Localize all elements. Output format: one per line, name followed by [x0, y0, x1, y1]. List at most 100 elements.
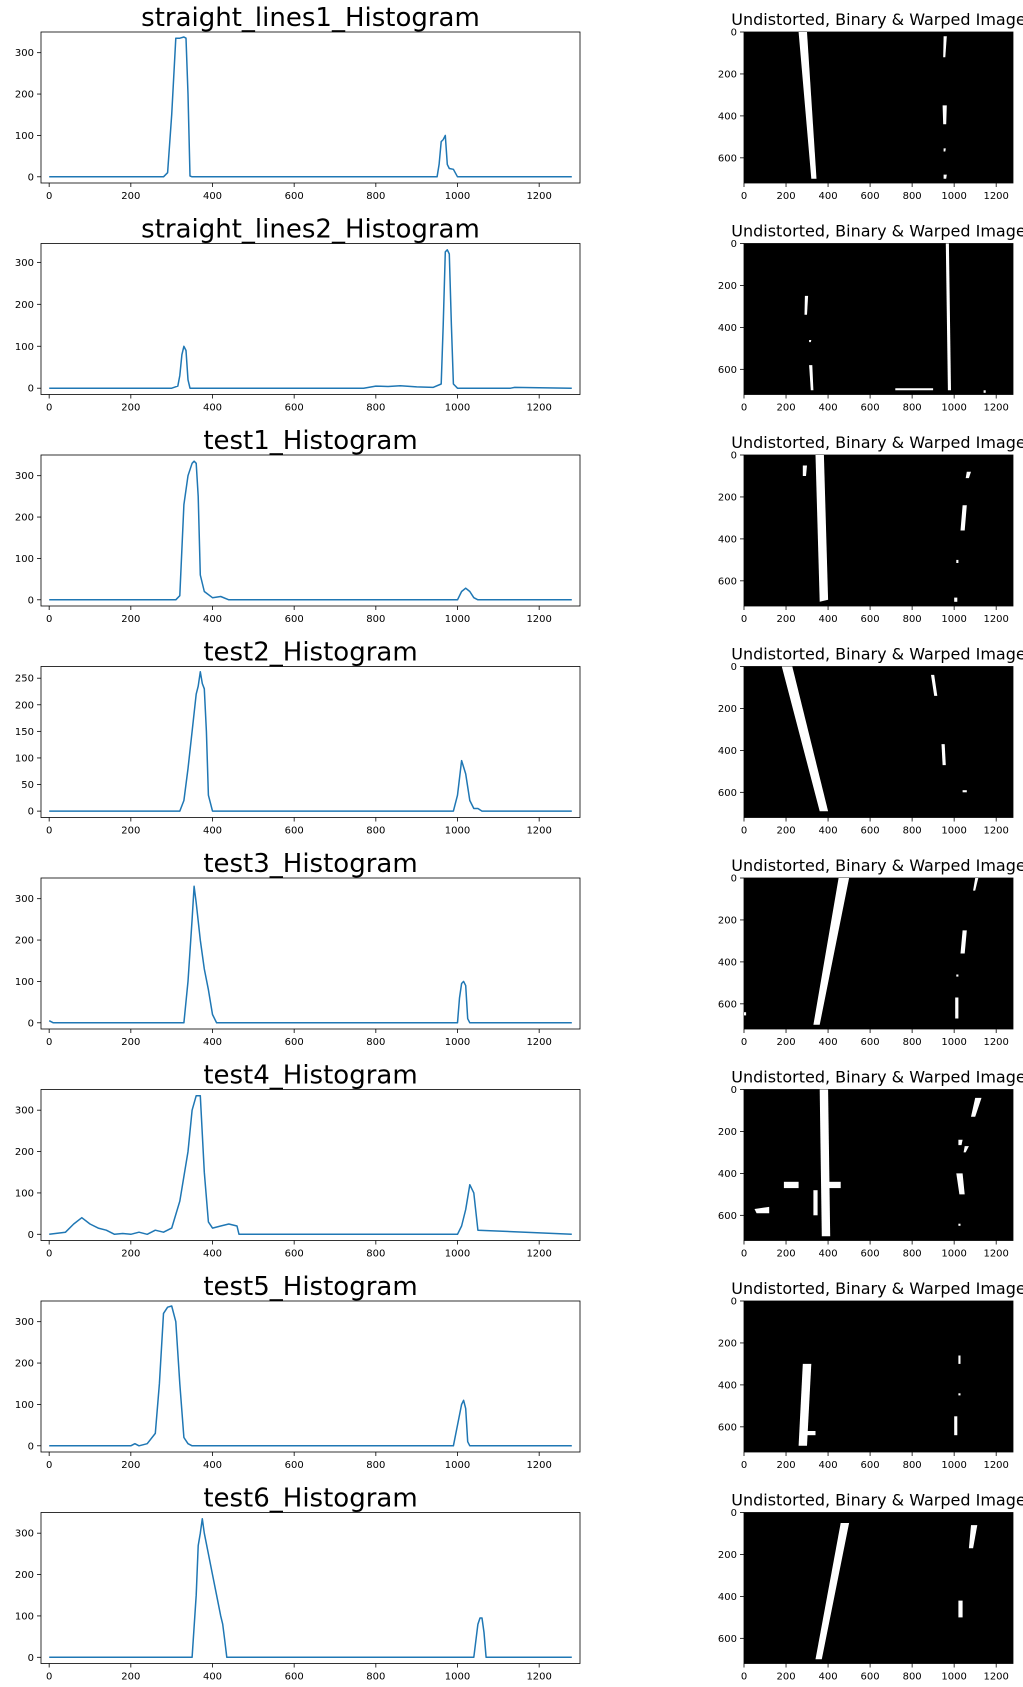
image-x-tick-label: 1200	[983, 826, 1008, 837]
x-tick-label: 600	[285, 614, 304, 625]
image-y-tick-label: 400	[718, 323, 737, 334]
x-tick-label: 1200	[526, 403, 551, 414]
image-x-tick-label: 800	[903, 1037, 922, 1048]
image-x-tick-label: 200	[776, 1672, 795, 1683]
x-tick-label: 200	[121, 1460, 140, 1471]
binary-warped-image	[743, 877, 1014, 1030]
histogram-title: test1_Histogram	[203, 426, 417, 456]
y-tick-label: 100	[15, 1400, 34, 1411]
image-y-tick-label: 400	[718, 746, 737, 757]
y-tick-label: 0	[28, 807, 34, 818]
lane-pixel-blob	[895, 388, 934, 391]
x-tick-label: 600	[285, 403, 304, 414]
y-tick-label: 150	[15, 727, 34, 738]
x-tick-label: 200	[121, 1249, 140, 1260]
binary-warped-image	[743, 31, 1014, 184]
x-tick-label: 200	[121, 403, 140, 414]
image-x-tick-label: 1000	[941, 1672, 966, 1683]
lane-pixel-blob	[754, 1206, 770, 1214]
x-tick-label: 800	[366, 191, 385, 202]
binary-warped-image	[743, 243, 1014, 395]
image-x-tick-label: 600	[861, 614, 880, 625]
x-tick-label: 200	[121, 826, 140, 837]
x-tick-label: 1000	[445, 403, 470, 414]
image-x-tick-label: 800	[903, 826, 922, 837]
histogram-line	[49, 671, 572, 812]
x-tick-label: 1200	[526, 1249, 551, 1260]
y-tick-label: 300	[15, 1106, 34, 1117]
lane-pixel-blob	[973, 878, 979, 891]
image-y-tick-label: 200	[718, 1550, 737, 1561]
image-y-tick-label: 600	[718, 1211, 737, 1222]
x-tick-label: 800	[366, 403, 385, 414]
y-tick-label: 200	[15, 700, 34, 711]
y-tick-label: 300	[15, 258, 34, 269]
image-x-tick-label: 200	[776, 1037, 795, 1048]
row-1: straight_lines1_Histogram 0 200 400 600 800 10…	[15, 3, 1023, 202]
histogram-title: test4_Histogram	[203, 1061, 417, 1091]
lane-pixel-blob	[809, 340, 812, 343]
y-tick-label: 0	[28, 384, 34, 395]
image-x-tick-label: 1200	[983, 191, 1008, 202]
image-title: Undistorted, Binary & Warped Image	[731, 645, 1023, 664]
y-tick-label: 100	[15, 1188, 34, 1199]
x-tick-label: 400	[203, 1460, 222, 1471]
histogram-axes	[40, 1089, 581, 1241]
x-tick-label: 1200	[526, 826, 551, 837]
image-x-tick-label: 200	[776, 826, 795, 837]
image-x-tick-label: 400	[819, 1460, 838, 1471]
image-x-tick-label: 600	[861, 1672, 880, 1683]
lane-pixels	[798, 1355, 961, 1446]
image-x-tick-label: 0	[741, 403, 747, 414]
y-tick-label: 0	[28, 1653, 34, 1664]
image-x-tick-label: 0	[741, 1460, 747, 1471]
lane-pixel-blob	[971, 1097, 982, 1117]
lane-pixel-blob	[781, 666, 829, 812]
image-x-tick-label: 400	[819, 403, 838, 414]
image-x-tick-label: 1000	[941, 1249, 966, 1260]
lane-pixel-blob	[815, 455, 829, 602]
y-tick-label: 300	[15, 48, 34, 59]
lane-pixels	[802, 455, 971, 602]
image-y-tick-label: 0	[731, 1297, 737, 1308]
x-tick-label: 0	[46, 403, 52, 414]
image-x-tick-label: 800	[903, 191, 922, 202]
histogram-line	[49, 1305, 572, 1447]
x-tick-label: 400	[203, 1249, 222, 1260]
image-x-tick-label: 1000	[941, 826, 966, 837]
image-x-tick-label: 0	[741, 1037, 747, 1048]
x-tick-label: 400	[203, 191, 222, 202]
y-tick-label: 300	[15, 1529, 34, 1540]
histogram-line	[49, 36, 572, 178]
x-tick-label: 600	[285, 1672, 304, 1683]
image-y-tick-label: 600	[718, 1634, 737, 1645]
y-tick-label: 0	[28, 595, 34, 606]
lane-pixel-blob	[804, 295, 809, 315]
x-tick-label: 200	[121, 191, 140, 202]
lane-pixel-blob	[802, 465, 807, 476]
y-tick-label: 100	[15, 977, 34, 988]
lane-pixel-blob	[956, 1173, 965, 1195]
lane-pixel-blob	[956, 559, 959, 563]
image-title: Undistorted, Binary & Warped Image	[731, 433, 1023, 452]
x-tick-label: 800	[366, 1672, 385, 1683]
y-tick-label: 200	[15, 513, 34, 524]
lane-pixel-blob	[744, 1012, 747, 1016]
image-x-tick-label: 400	[819, 191, 838, 202]
lane-pixel-blob	[809, 365, 814, 391]
image-title: Undistorted, Binary & Warped Image	[731, 1279, 1023, 1298]
image-y-tick-label: 400	[718, 534, 737, 545]
lane-pixel-blob	[954, 597, 958, 602]
lane-pixel-blob	[828, 1181, 841, 1189]
x-tick-label: 0	[46, 614, 52, 625]
x-tick-label: 400	[203, 403, 222, 414]
lane-pixels	[754, 1089, 982, 1237]
image-y-tick-label: 600	[718, 365, 737, 376]
lane-pixel-blob	[783, 1181, 799, 1189]
lane-pixel-blob	[815, 1523, 850, 1660]
image-x-tick-label: 0	[741, 826, 747, 837]
lane-pixel-blob	[965, 471, 971, 479]
lane-pixel-blob	[956, 974, 959, 977]
